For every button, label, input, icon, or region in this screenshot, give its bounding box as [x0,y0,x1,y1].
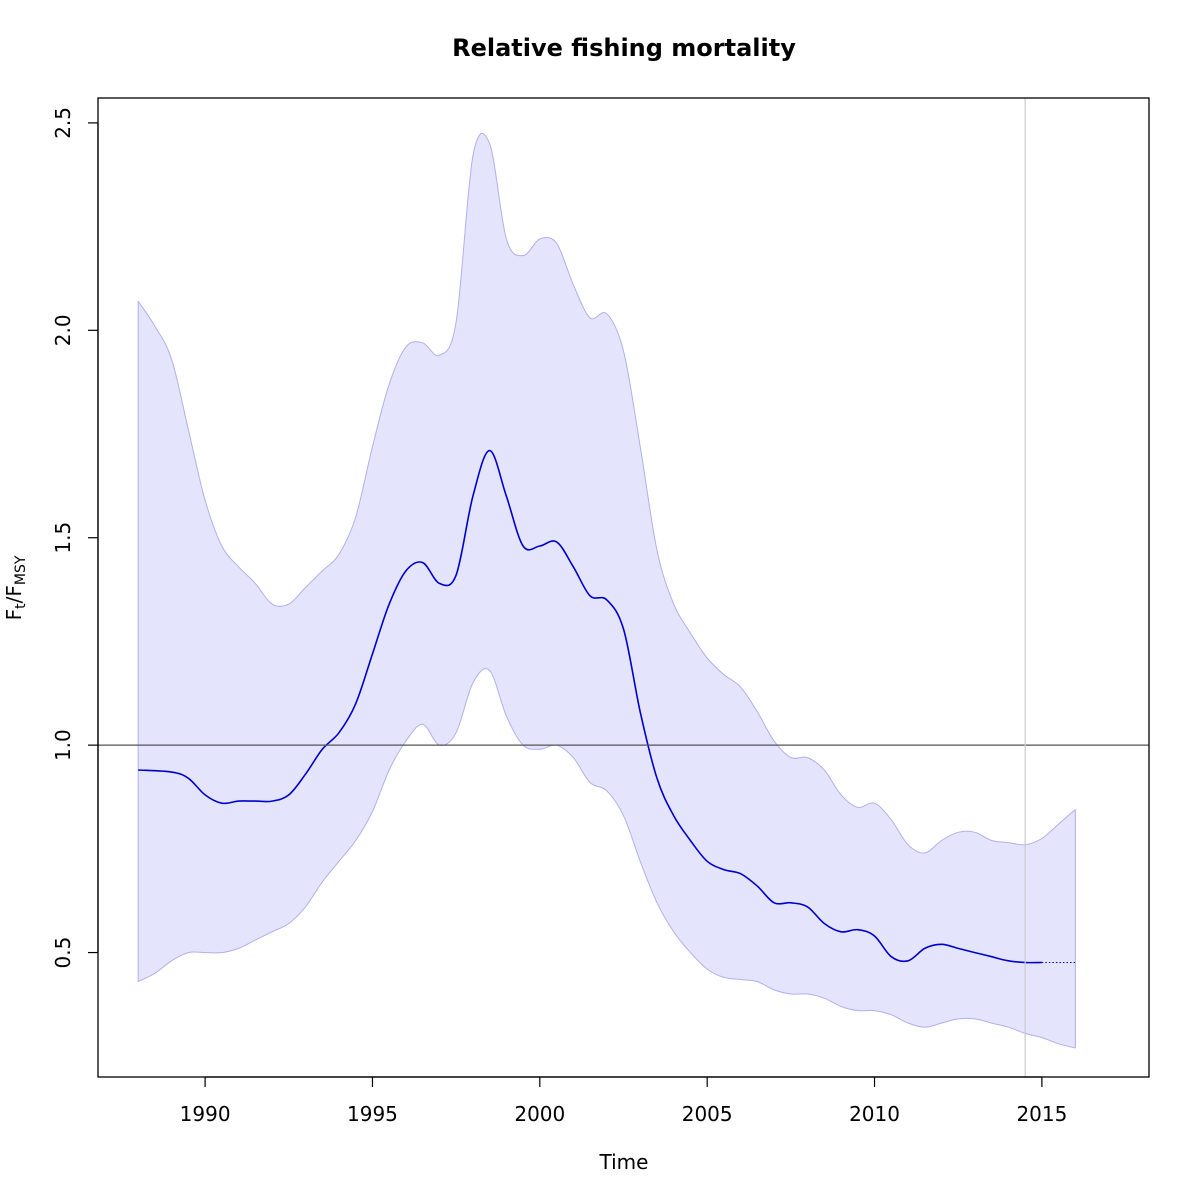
y-tick-label: 1.5 [51,522,75,554]
y-label-f-den: F [2,585,26,597]
ci-band-fill [138,133,1076,1049]
chart-title: Relative fishing mortality [452,34,796,62]
estimate-series [138,449,1076,964]
ci-lower-line [137,668,1076,1049]
reference-lines [98,98,1149,1077]
y-label-sub-den: MSY [13,555,29,586]
y-tick-label: 2.5 [51,107,75,139]
y-axis: 0.5 1.0 1.5 2.0 2.5 [51,107,99,969]
x-axis-label: Time [599,1150,649,1174]
x-tick-label: 2005 [682,1102,733,1126]
y-tick-label: 0.5 [51,937,75,969]
x-tick-label: 2015 [1016,1102,1067,1126]
x-tick-label: 2010 [849,1102,900,1126]
y-label-sub-num: t [13,603,29,609]
confidence-band [137,133,1076,1049]
y-tick-label: 2.0 [51,314,75,346]
y-axis-label: Ft/FMSY [2,508,29,621]
y-label-sep: / [2,596,26,604]
x-axis: 1990 1995 2000 2005 2010 2015 [180,1076,1067,1126]
estimate-line [138,449,1042,964]
y-tick-label: 1.0 [51,729,75,761]
y-label-f-num: F [2,608,26,621]
x-tick-label: 2000 [514,1102,565,1126]
x-tick-label: 1995 [347,1102,398,1126]
ci-upper-line [137,133,1076,854]
x-tick-label: 1990 [180,1102,231,1126]
